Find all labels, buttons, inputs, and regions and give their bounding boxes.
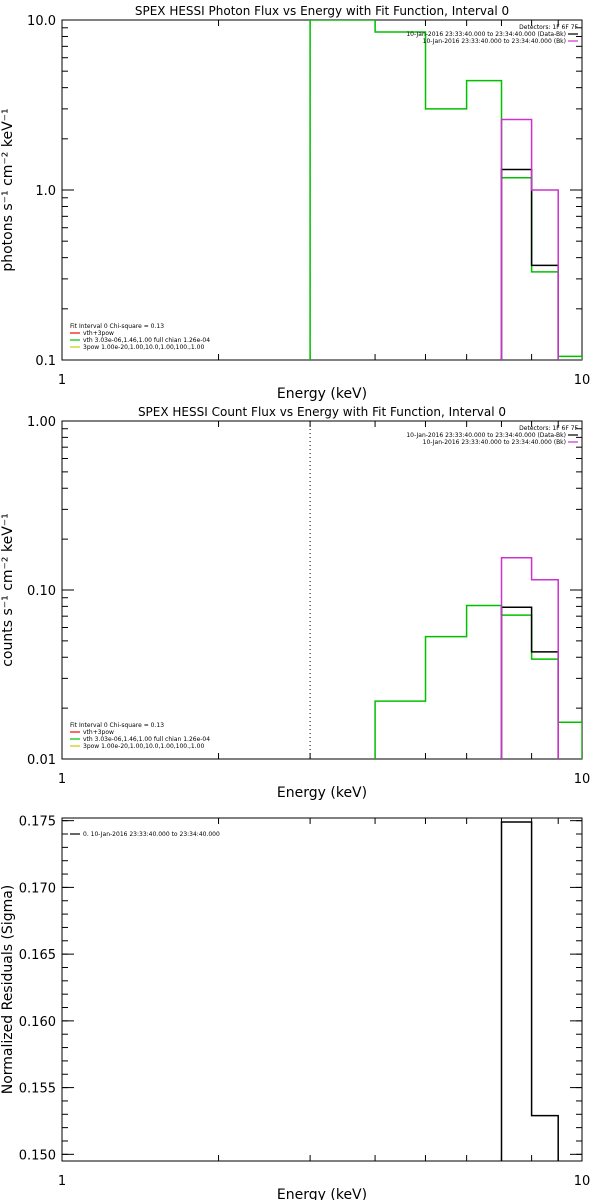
legend-entry: 10-Jan-2016 23:33:40.000 to 23:34:40.000… bbox=[406, 432, 566, 439]
y-tick-label: 0.10 bbox=[27, 584, 56, 599]
x-tick-label: 10 bbox=[574, 373, 591, 388]
legend-entry: 10-Jan-2016 23:33:40.000 to 23:34:40.000… bbox=[423, 439, 566, 446]
y-tick-label: 1.00 bbox=[27, 415, 56, 430]
y-tick-label: 0.170 bbox=[19, 881, 56, 896]
plot-frame bbox=[61, 420, 583, 760]
legend-entry: 3pow 1.00e-20,1.00,10.0,1.00,100.,1.00 bbox=[83, 344, 204, 351]
legend-entry: 10-Jan-2016 23:33:40.000 to 23:34:40.000… bbox=[406, 31, 566, 38]
series-0-step-line bbox=[374, 604, 582, 759]
x-tick-label: 1 bbox=[58, 1174, 66, 1189]
legend-entry: 10-Jan-2016 23:33:40.000 to 23:34:40.000… bbox=[423, 38, 566, 45]
y-axis-label: photons s⁻¹ cm⁻² keV⁻¹ bbox=[0, 108, 16, 271]
legend-entry: vth+3pow bbox=[83, 330, 114, 337]
legend-entry: 3pow 1.00e-20,1.00,10.0,1.00,100.,1.00 bbox=[83, 743, 204, 750]
x-axis: 1 10 bbox=[58, 818, 590, 1189]
x-tick-label: 10 bbox=[574, 772, 591, 787]
y-tick-label: 0.01 bbox=[27, 753, 56, 768]
y-axis: 0.01 0.10 1.00 bbox=[27, 415, 582, 768]
y-tick-label: 0.155 bbox=[19, 1082, 56, 1097]
y-tick-label: 0.175 bbox=[19, 815, 56, 830]
chart-title: SPEX HESSI Photon Flux vs Energy with Fi… bbox=[135, 4, 509, 18]
x-axis-label: Energy (keV) bbox=[277, 785, 367, 801]
legend-entry: vth 3.03e-06,1.46,1.00 full chian 1.26e-… bbox=[83, 736, 210, 743]
x-axis: 1 10 bbox=[58, 421, 590, 787]
series-2-step-line bbox=[500, 557, 559, 759]
legend-detectors: Detectors: 1F 6F 7F bbox=[519, 24, 578, 31]
y-tick-label: 10.0 bbox=[27, 14, 56, 29]
data-layer bbox=[309, 421, 582, 759]
x-tick-label: 1 bbox=[58, 772, 66, 787]
x-tick-label: 1 bbox=[58, 373, 66, 388]
data-layer bbox=[500, 821, 559, 1161]
data-layer bbox=[309, 20, 582, 360]
x-axis-label: Energy (keV) bbox=[277, 1187, 367, 1200]
plot-frame bbox=[61, 817, 583, 1162]
legend-entry: 0. 10-Jan-2016 23:33:40.000 to 23:34:40.… bbox=[83, 831, 220, 838]
legend-entry: vth 3.03e-06,1.46,1.00 full chian 1.26e-… bbox=[83, 337, 210, 344]
series-2-step-line bbox=[500, 118, 559, 360]
y-tick-label: 0.165 bbox=[19, 948, 56, 963]
y-tick-label: 1.0 bbox=[35, 184, 56, 199]
x-axis: 1 10 bbox=[58, 20, 590, 388]
y-axis: 0.150 0.155 0.160 0.165 0.170 0.175 bbox=[19, 815, 582, 1163]
series-1-step-line bbox=[500, 606, 559, 759]
y-tick-label: 0.1 bbox=[35, 354, 56, 369]
legend-fit-header: Fit Interval 0 Chi-square = 0.13 bbox=[70, 722, 164, 729]
plot-frame bbox=[61, 19, 583, 361]
y-axis-label: counts s⁻¹ cm⁻² keV⁻¹ bbox=[0, 513, 16, 667]
legend-fit-header: Fit Interval 0 Chi-square = 0.13 bbox=[70, 323, 164, 330]
x-tick-label: 10 bbox=[574, 1174, 591, 1189]
legend-detectors: Detectors: 1F 6F 7F bbox=[519, 425, 578, 432]
y-axis: 0.1 1.0 10.0 bbox=[27, 14, 582, 369]
y-axis-label: Normalized Residuals (Sigma) bbox=[0, 885, 16, 1095]
x-axis-label: Energy (keV) bbox=[277, 386, 367, 402]
y-tick-label: 0.150 bbox=[19, 1148, 56, 1163]
chart-title: SPEX HESSI Count Flux vs Energy with Fit… bbox=[138, 405, 506, 419]
y-tick-label: 0.160 bbox=[19, 1015, 56, 1030]
chart-panel-2: 1 10 Energy (keV) 0.150 0.155 0.160 0.165 0.170… bbox=[0, 815, 590, 1203]
chart-panel-1: SPEX HESSI Count Flux vs Energy with Fit… bbox=[0, 405, 590, 801]
series-1-step-line bbox=[500, 168, 559, 360]
legend-entry: vth+3pow bbox=[83, 729, 114, 736]
chart-panel-0: SPEX HESSI Photon Flux vs Energy with Fi… bbox=[0, 4, 590, 402]
series-0-step-line bbox=[500, 821, 559, 1161]
